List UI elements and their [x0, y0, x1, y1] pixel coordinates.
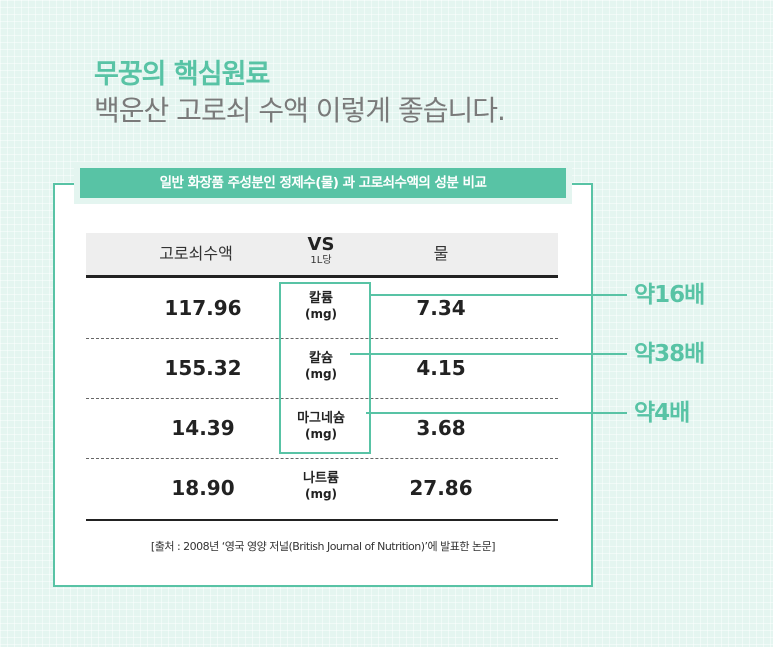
ratio-label: 약16배: [634, 282, 705, 308]
source-citation: [출처 : 2008년 ‘영국 영양 저널(British Journal of…: [150, 540, 496, 553]
mineral-name: 마그네슘: [297, 411, 345, 426]
mineral-name: 칼슘: [309, 351, 333, 366]
page-title: 무꿍의 핵심원료: [94, 59, 270, 90]
page-subtitle: 백운산 고로쇠 수액 이렇게 좋습니다.: [94, 94, 506, 127]
water-value: 7.34: [416, 296, 466, 320]
sap-value: 14.39: [171, 416, 235, 440]
per-liter-label: 1L당: [310, 255, 332, 266]
mineral-unit: (mg): [304, 307, 338, 321]
headline: 무꿍의 핵심원료 백운산 고로쇠 수액 이렇게 좋습니다.: [94, 58, 506, 128]
mineral-label: 칼슘 (mg): [271, 350, 371, 382]
comparison-banner: 일반 화장품 주성분인 정제수(물) 과 고로쇠수액의 성분 비교: [80, 168, 566, 198]
ratio-label: 약38배: [634, 341, 705, 367]
sap-value: 155.32: [164, 356, 242, 380]
water-value: 27.86: [409, 476, 473, 500]
highlight-box: [279, 282, 371, 454]
table-header: 고로쇠수액 VS 1L당 물: [86, 233, 558, 278]
vs-label: VS: [307, 234, 335, 255]
table-row: 14.39 마그네슘 (mg) 3.68: [86, 398, 558, 459]
connector-line: [366, 412, 627, 414]
header-water: 물: [433, 244, 449, 263]
mineral-unit: (mg): [304, 427, 338, 441]
sap-value: 18.90: [171, 476, 235, 500]
mineral-label: 칼륨 (mg): [271, 290, 371, 322]
mineral-name: 나트륨: [303, 471, 339, 486]
connector-line: [350, 353, 627, 355]
table-row: 18.90 나트륨 (mg) 27.86: [86, 458, 558, 521]
mineral-name: 칼륨: [309, 291, 333, 306]
mineral-unit: (mg): [304, 367, 338, 381]
mineral-unit: (mg): [304, 487, 338, 501]
mineral-label: 나트륨 (mg): [271, 470, 371, 502]
connector-line: [371, 294, 627, 296]
water-value: 4.15: [416, 356, 466, 380]
table-row: 155.32 칼슘 (mg) 4.15: [86, 338, 558, 399]
water-value: 3.68: [416, 416, 466, 440]
sap-value: 117.96: [164, 296, 242, 320]
ratio-label: 약4배: [634, 400, 690, 426]
header-vs: VS 1L당: [291, 236, 351, 278]
mineral-label: 마그네슘 (mg): [271, 410, 371, 442]
table-row: 117.96 칼륨 (mg) 7.34: [86, 278, 558, 339]
header-sap: 고로쇠수액: [159, 244, 233, 263]
